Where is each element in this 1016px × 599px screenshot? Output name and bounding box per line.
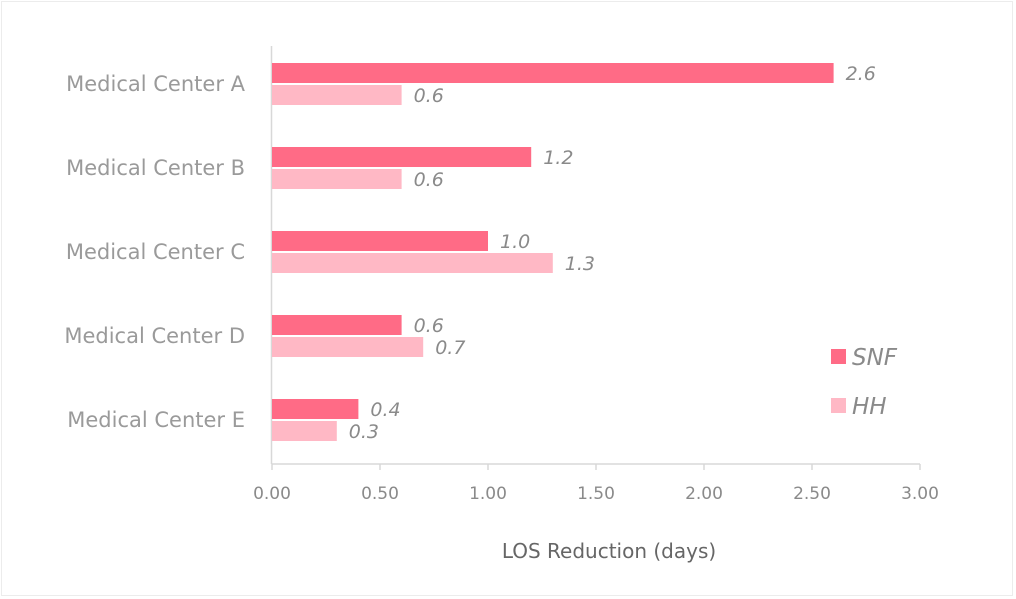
bar-snf-3 (272, 231, 488, 251)
data-label-hh-5: 0.3 (349, 421, 379, 443)
bar-hh-4 (272, 337, 424, 357)
data-label-snf-4: 0.6 (414, 315, 444, 337)
x-tick-label: 1.50 (577, 484, 615, 504)
legend-swatch-snf (831, 349, 846, 364)
x-tick-label: 2.00 (685, 484, 723, 504)
data-label-hh-2: 0.6 (414, 169, 444, 191)
category-label: Medical Center A (66, 72, 245, 96)
x-tick-label: 2.50 (793, 484, 831, 504)
category-label: Medical Center C (66, 240, 245, 264)
data-label-hh-4: 0.7 (435, 337, 465, 359)
legend: SNF HH (831, 345, 898, 420)
bar-snf-5 (272, 399, 359, 419)
category-label: Medical Center E (67, 408, 245, 432)
data-label-snf-3: 1.0 (500, 231, 530, 253)
bar-snf-2 (272, 147, 532, 167)
bar-snf-4 (272, 315, 402, 335)
bars-group (272, 63, 834, 441)
value-labels-group: 2.60.61.20.61.01.30.60.70.40.3 (349, 63, 876, 443)
x-tick-label: 0.00 (253, 484, 291, 504)
bar-hh-2 (272, 169, 402, 189)
x-tick-label: 0.50 (361, 484, 399, 504)
x-tick-label: 1.00 (469, 484, 507, 504)
data-label-snf-2: 1.2 (543, 147, 573, 169)
category-label: Medical Center B (66, 156, 245, 180)
bar-hh-3 (272, 253, 553, 273)
legend-swatch-hh (831, 398, 846, 413)
x-tick-label: 3.00 (901, 484, 939, 504)
legend-label-hh: HH (852, 394, 887, 420)
data-label-hh-1: 0.6 (414, 85, 444, 107)
bar-hh-1 (272, 85, 402, 105)
bar-snf-1 (272, 63, 834, 83)
x-axis-title: LOS Reduction (days) (502, 539, 716, 563)
x-ticks-group: 0.00 0.50 1.00 1.50 2.00 2.50 3.00 (253, 464, 939, 504)
category-labels-group: Medical Center A Medical Center B Medical … (64, 72, 245, 432)
data-label-hh-3: 1.3 (565, 253, 595, 275)
legend-label-snf: SNF (852, 345, 898, 371)
bar-hh-5 (272, 421, 337, 441)
data-label-snf-1: 2.6 (846, 63, 876, 85)
category-label: Medical Center D (64, 324, 245, 348)
data-label-snf-5: 0.4 (370, 399, 400, 421)
